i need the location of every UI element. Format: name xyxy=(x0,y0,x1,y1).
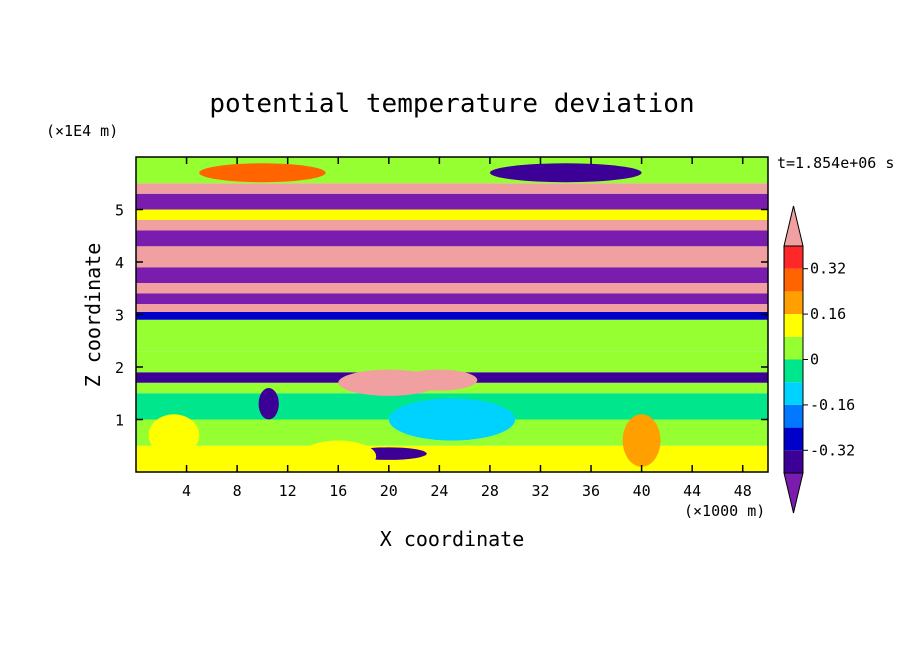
x-tick-label: 48 xyxy=(734,482,752,500)
colorbar-label: 0.16 xyxy=(810,305,846,323)
x-tick-label: 36 xyxy=(582,482,600,500)
y-tick-label: 2 xyxy=(115,359,124,377)
y-axis: 1 2 3 4 5 xyxy=(115,202,768,430)
x-tick-label: 28 xyxy=(481,482,499,500)
field-band xyxy=(136,304,768,312)
x-tick-label: 32 xyxy=(531,482,549,500)
colorbar-label: 0 xyxy=(810,351,819,369)
field-blob xyxy=(401,369,478,391)
x-tick-label: 24 xyxy=(430,482,448,500)
colorbar-segment xyxy=(784,359,803,383)
field-band xyxy=(136,183,768,194)
field-blob xyxy=(489,163,642,183)
field-blob xyxy=(622,414,661,467)
colorbar-segment xyxy=(784,450,803,473)
x-tick-label: 40 xyxy=(633,482,651,500)
field-blob xyxy=(148,414,200,457)
field-band xyxy=(136,351,768,373)
y-tick-label: 1 xyxy=(115,412,124,430)
colorbar-label: -0.32 xyxy=(810,441,855,459)
field-band xyxy=(136,230,768,247)
x-tick-label: 4 xyxy=(182,482,191,500)
field-blob xyxy=(300,440,377,472)
heatmap-field xyxy=(136,157,768,472)
x-tick-label: 8 xyxy=(233,482,242,500)
chart-title: potential temperature deviation xyxy=(209,89,694,119)
field-band xyxy=(136,311,768,320)
y-tick-label: 4 xyxy=(115,254,124,272)
colorbar-max-extension xyxy=(783,205,804,247)
colorbar-segment xyxy=(784,382,803,405)
field-band xyxy=(136,319,768,352)
field-band xyxy=(136,220,768,231)
colorbar-segment xyxy=(784,427,803,451)
y-axis-label: Z coordinate xyxy=(81,243,105,388)
x-axis: 4 8 12 16 20 24 28 32 36 40 44 48 xyxy=(182,157,752,500)
x-unit-label: (×1000 m) xyxy=(684,502,765,520)
colorbar-segment xyxy=(784,404,803,428)
field-band xyxy=(136,283,768,294)
y-tick-label: 5 xyxy=(115,202,124,220)
field-blob xyxy=(388,398,516,441)
colorbar-label: 0.32 xyxy=(810,260,846,278)
field-band xyxy=(136,193,768,210)
field-band xyxy=(136,445,768,472)
field-blob xyxy=(199,163,326,183)
field-band xyxy=(136,209,768,220)
x-tick-label: 16 xyxy=(329,482,347,500)
y-unit-label: (×1E4 m) xyxy=(46,122,118,140)
time-label: t=1.854e+06 s xyxy=(777,154,894,172)
colorbar-segment xyxy=(784,314,803,337)
field-blob xyxy=(258,388,279,420)
colorbar: 0.32 0.16 0 -0.16 -0.32 xyxy=(783,205,855,514)
colorbar-min-extension xyxy=(783,472,804,514)
x-tick-label: 44 xyxy=(683,482,701,500)
x-axis-label: X coordinate xyxy=(380,527,525,551)
field-band xyxy=(136,267,768,283)
colorbar-segment xyxy=(784,246,803,269)
colorbar-segment xyxy=(784,336,803,360)
field-band xyxy=(136,246,768,268)
colorbar-label: -0.16 xyxy=(810,396,855,414)
colorbar-segment xyxy=(784,268,803,292)
field-band xyxy=(136,293,768,304)
y-tick-label: 3 xyxy=(115,307,124,325)
x-tick-label: 20 xyxy=(380,482,398,500)
colorbar-segment xyxy=(784,291,803,315)
x-tick-label: 12 xyxy=(279,482,297,500)
